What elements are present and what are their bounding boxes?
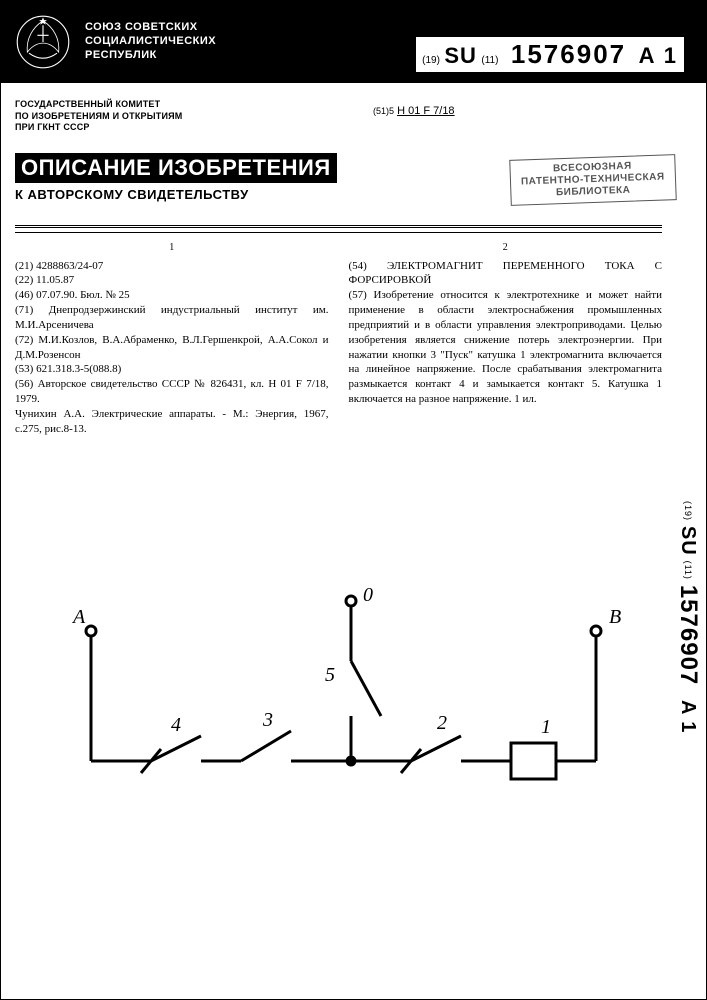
column-1: 1 (21) 4288863/24-07 (22) 11.05.87 (46) … [15,241,329,437]
doc-number: (19) SU (11) 1576907 A 1 [416,37,684,72]
side-pre1: (19) [683,501,693,521]
ipc-prefix: (51)5 [373,106,394,116]
label-3: 3 [262,709,273,731]
label-1: 1 [541,716,551,738]
title-main: ОПИСАНИЕ ИЗОБРЕТЕНИЯ [15,153,337,183]
side-su: SU [677,526,699,556]
circuit-diagram: A 0 В 4 3 5 2 1 [41,571,641,851]
columns: 1 (21) 4288863/24-07 (22) 11.05.87 (46) … [15,241,662,437]
ussr-emblem-icon [15,14,71,70]
patent-page: СОЮЗ СОВЕТСКИХ СОЦИАЛИСТИЧЕСКИХ РЕСПУБЛИ… [0,0,707,1000]
committee-text: ГОСУДАРСТВЕННЫЙ КОМИТЕТ ПО ИЗОБРЕТЕНИЯМ … [15,99,182,134]
label-4: 4 [171,714,181,736]
title-sub: К АВТОРСКОМУ СВИДЕТЕЛЬСТВУ [15,187,337,202]
label-2: 2 [437,712,447,734]
terminal-a-label: A [71,606,86,628]
union-text: СОЮЗ СОВЕТСКИХ СОЦИАЛИСТИЧЕСКИХ РЕСПУБЛИ… [85,21,216,62]
side-num: 1576907 [675,585,702,685]
title-block: ОПИСАНИЕ ИЗОБРЕТЕНИЯ К АВТОРСКОМУ СВИДЕТ… [15,153,337,202]
doc-number-value: 1576907 [503,39,634,69]
col1-num: 1 [15,241,329,255]
col2-text: (54) ЭЛЕКТРОМАГНИТ ПЕРЕМЕННОГО ТОКА С ФО… [349,259,663,407]
horizontal-rule [15,225,662,233]
doc-prefix: (19) [422,55,440,66]
side-pre2: (11) [683,561,693,580]
col1-text: (21) 4288863/24-07 (22) 11.05.87 (46) 07… [15,259,329,437]
library-stamp: ВСЕСОЮЗНАЯ ПАТЕНТНО-ТЕХНИЧЕСКАЯ БИБЛИОТЕ… [510,154,677,206]
doc-number-underline [356,73,686,76]
column-2: 2 (54) ЭЛЕКТРОМАГНИТ ПЕРЕМЕННОГО ТОКА С … [349,241,663,437]
label-5: 5 [325,664,335,686]
terminal-o-label: 0 [363,584,373,606]
terminal-b-label: В [609,606,621,628]
doc-kind: A 1 [639,43,678,68]
ipc-value: H 01 F 7/18 [397,105,454,117]
ipc-code: (51)5 H 01 F 7/18 [373,105,455,117]
col2-num: 2 [349,241,663,255]
doc-country: SU [444,43,477,68]
side-doc-number: (19) SU (11) 1576907 A 1 [674,501,702,733]
doc-suffix: (11) [481,55,498,66]
side-a1: A 1 [677,700,699,733]
